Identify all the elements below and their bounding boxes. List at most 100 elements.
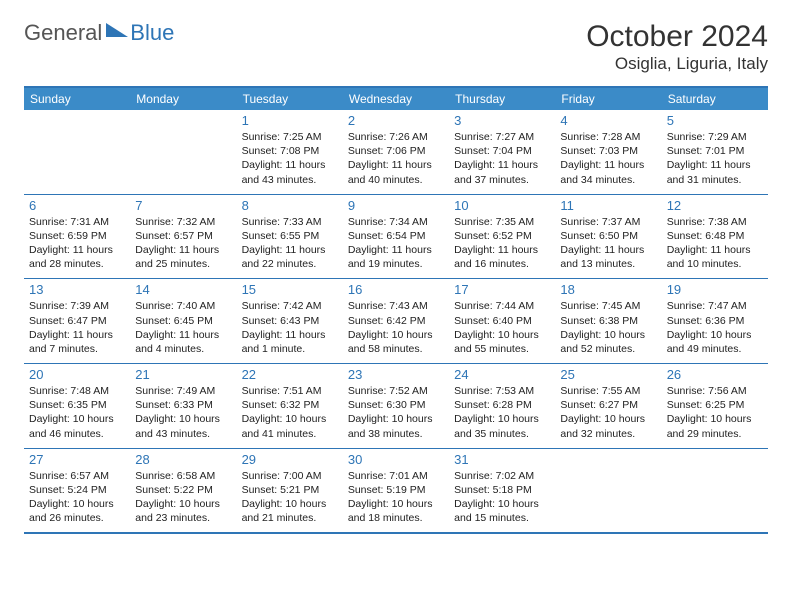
sunrise-text: Sunrise: 7:01 AM [348, 469, 444, 483]
sunset-text: Sunset: 6:52 PM [454, 229, 550, 243]
daylight-text: Daylight: 10 hours and 18 minutes. [348, 497, 444, 525]
sunrise-text: Sunrise: 7:02 AM [454, 469, 550, 483]
day-header: Sunday [24, 88, 130, 110]
day-cell: 23Sunrise: 7:52 AMSunset: 6:30 PMDayligh… [343, 364, 449, 448]
sunrise-text: Sunrise: 7:45 AM [560, 299, 656, 313]
day-cell: 8Sunrise: 7:33 AMSunset: 6:55 PMDaylight… [237, 195, 343, 279]
sunrise-text: Sunrise: 7:32 AM [135, 215, 231, 229]
calendar-grid: SundayMondayTuesdayWednesdayThursdayFrid… [24, 86, 768, 534]
day-info: Sunrise: 7:56 AMSunset: 6:25 PMDaylight:… [667, 384, 763, 441]
day-number: 19 [667, 282, 763, 297]
day-number: 8 [242, 198, 338, 213]
sunset-text: Sunset: 7:06 PM [348, 144, 444, 158]
sunset-text: Sunset: 6:36 PM [667, 314, 763, 328]
day-number: 5 [667, 113, 763, 128]
sunset-text: Sunset: 6:28 PM [454, 398, 550, 412]
sunrise-text: Sunrise: 7:26 AM [348, 130, 444, 144]
sunset-text: Sunset: 7:01 PM [667, 144, 763, 158]
sunset-text: Sunset: 6:35 PM [29, 398, 125, 412]
sunset-text: Sunset: 6:43 PM [242, 314, 338, 328]
brand-logo: General Blue [24, 20, 174, 46]
day-number: 1 [242, 113, 338, 128]
sunset-text: Sunset: 7:03 PM [560, 144, 656, 158]
daylight-text: Daylight: 10 hours and 52 minutes. [560, 328, 656, 356]
day-cell: 7Sunrise: 7:32 AMSunset: 6:57 PMDaylight… [130, 195, 236, 279]
day-cell: 22 Sunrise: 7:51 AMSunset: 6:32 PMDayligh… [237, 364, 343, 448]
day-info: Sunrise: 7:42 AMSunset: 6:43 PMDaylight:… [242, 299, 338, 356]
day-number: 3 [454, 113, 550, 128]
sunrise-text: Sunrise: 7:00 AM [242, 469, 338, 483]
day-number: 18 [560, 282, 656, 297]
sunrise-text: Sunrise: 7:34 AM [348, 215, 444, 229]
day-info: Sunrise: 7:48 AMSunset: 6:35 PMDaylight:… [29, 384, 125, 441]
sunrise-text: Sunrise: 7:55 AM [560, 384, 656, 398]
day-header: Monday [130, 88, 236, 110]
day-info: Sunrise: 7:25 AMSunset: 7:08 PMDaylight:… [242, 130, 338, 187]
sunset-text: Sunset: 7:04 PM [454, 144, 550, 158]
sunrise-text: Sunrise: 6:58 AM [135, 469, 231, 483]
day-header: Friday [555, 88, 661, 110]
sunset-text: Sunset: 6:57 PM [135, 229, 231, 243]
day-cell: 11Sunrise: 7:37 AMSunset: 6:50 PMDayligh… [555, 195, 661, 279]
daylight-text: Daylight: 11 hours and 19 minutes. [348, 243, 444, 271]
day-cell: 19Sunrise: 7:47 AMSunset: 6:36 PMDayligh… [662, 279, 768, 363]
sunset-text: Sunset: 6:55 PM [242, 229, 338, 243]
daylight-text: Daylight: 11 hours and 16 minutes. [454, 243, 550, 271]
sunset-text: Sunset: 6:30 PM [348, 398, 444, 412]
day-info: Sunrise: 7:27 AMSunset: 7:04 PMDaylight:… [454, 130, 550, 187]
sunset-text: Sunset: 5:19 PM [348, 483, 444, 497]
daylight-text: Daylight: 10 hours and 15 minutes. [454, 497, 550, 525]
day-number: 21 [135, 367, 231, 382]
daylight-text: Daylight: 11 hours and 31 minutes. [667, 158, 763, 186]
day-number: 24 [454, 367, 550, 382]
day-info: Sunrise: 7:45 AMSunset: 6:38 PMDaylight:… [560, 299, 656, 356]
day-info: Sunrise: 7:51 AMSunset: 6:32 PMDaylight:… [242, 384, 338, 441]
calendar-page: General Blue October 2024 Osiglia, Ligur… [0, 0, 792, 554]
day-cell: 5Sunrise: 7:29 AMSunset: 7:01 PMDaylight… [662, 110, 768, 194]
day-number: 14 [135, 282, 231, 297]
day-number: 11 [560, 198, 656, 213]
day-cell: 30Sunrise: 7:01 AMSunset: 5:19 PMDayligh… [343, 449, 449, 533]
daylight-text: Daylight: 10 hours and 35 minutes. [454, 412, 550, 440]
month-title: October 2024 [586, 20, 768, 54]
day-number: 26 [667, 367, 763, 382]
day-info: Sunrise: 7:49 AMSunset: 6:33 PMDaylight:… [135, 384, 231, 441]
week-row: 13Sunrise: 7:39 AMSunset: 6:47 PMDayligh… [24, 278, 768, 363]
day-cell: 27Sunrise: 6:57 AMSunset: 5:24 PMDayligh… [24, 449, 130, 533]
day-cell: 6Sunrise: 7:31 AMSunset: 6:59 PMDaylight… [24, 195, 130, 279]
day-number: 22 [242, 367, 338, 382]
day-cell: 29Sunrise: 7:00 AMSunset: 5:21 PMDayligh… [237, 449, 343, 533]
daylight-text: Daylight: 11 hours and 28 minutes. [29, 243, 125, 271]
daylight-text: Daylight: 10 hours and 46 minutes. [29, 412, 125, 440]
day-header-row: SundayMondayTuesdayWednesdayThursdayFrid… [24, 88, 768, 110]
day-info: Sunrise: 6:58 AMSunset: 5:22 PMDaylight:… [135, 469, 231, 526]
sunset-text: Sunset: 6:27 PM [560, 398, 656, 412]
location-subtitle: Osiglia, Liguria, Italy [586, 54, 768, 74]
day-number: 2 [348, 113, 444, 128]
sunset-text: Sunset: 6:38 PM [560, 314, 656, 328]
day-info: Sunrise: 7:40 AMSunset: 6:45 PMDaylight:… [135, 299, 231, 356]
day-info: Sunrise: 7:39 AMSunset: 6:47 PMDaylight:… [29, 299, 125, 356]
day-cell: 15Sunrise: 7:42 AMSunset: 6:43 PMDayligh… [237, 279, 343, 363]
day-info: Sunrise: 7:01 AMSunset: 5:19 PMDaylight:… [348, 469, 444, 526]
day-cell: 12Sunrise: 7:38 AMSunset: 6:48 PMDayligh… [662, 195, 768, 279]
daylight-text: Daylight: 10 hours and 32 minutes. [560, 412, 656, 440]
daylight-text: Daylight: 10 hours and 43 minutes. [135, 412, 231, 440]
week-row: 27Sunrise: 6:57 AMSunset: 5:24 PMDayligh… [24, 448, 768, 533]
sunset-text: Sunset: 7:08 PM [242, 144, 338, 158]
day-cell: 28Sunrise: 6:58 AMSunset: 5:22 PMDayligh… [130, 449, 236, 533]
daylight-text: Daylight: 11 hours and 13 minutes. [560, 243, 656, 271]
day-cell: 26 Sunrise: 7:56 AMSunset: 6:25 PMDayligh… [662, 364, 768, 448]
daylight-text: Daylight: 11 hours and 1 minute. [242, 328, 338, 356]
sunrise-text: Sunrise: 6:57 AM [29, 469, 125, 483]
week-row: 20Sunrise: 7:48 AMSunset: 6:35 PMDayligh… [24, 363, 768, 448]
day-cell [130, 110, 236, 194]
sunset-text: Sunset: 6:48 PM [667, 229, 763, 243]
day-cell: 20Sunrise: 7:48 AMSunset: 6:35 PMDayligh… [24, 364, 130, 448]
sunrise-text: Sunrise: 7:31 AM [29, 215, 125, 229]
day-cell: 3 Sunrise: 7:27 AMSunset: 7:04 PMDaylight… [449, 110, 555, 194]
day-info: Sunrise: 7:32 AMSunset: 6:57 PMDaylight:… [135, 215, 231, 272]
sunset-text: Sunset: 6:47 PM [29, 314, 125, 328]
day-number: 10 [454, 198, 550, 213]
sunrise-text: Sunrise: 7:28 AM [560, 130, 656, 144]
